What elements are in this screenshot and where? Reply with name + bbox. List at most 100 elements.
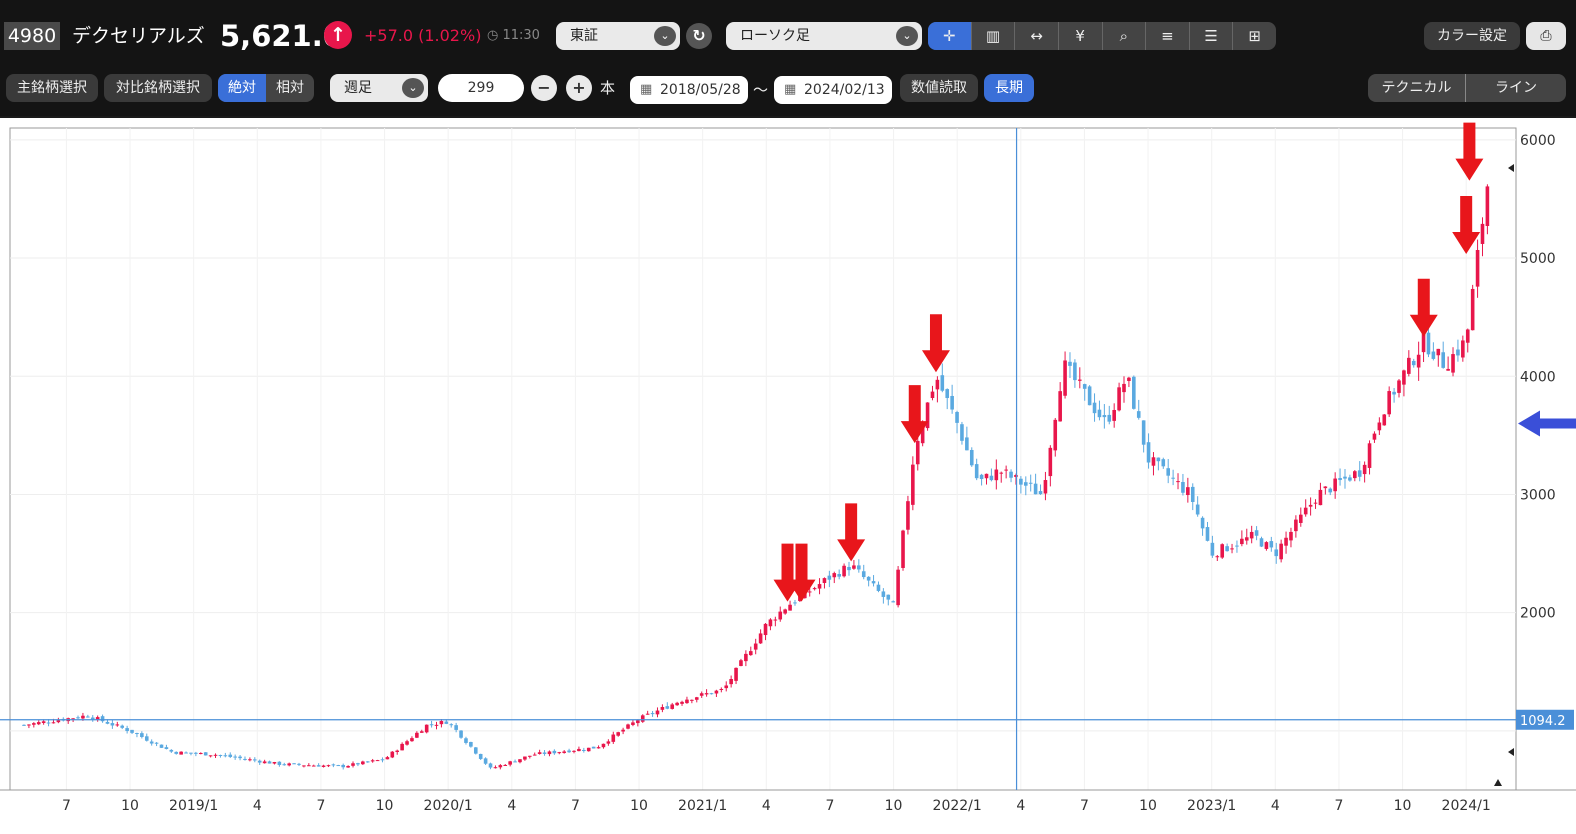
compare-select-button[interactable]: 対比銘柄選択	[104, 74, 212, 102]
x-tick-label: 7	[62, 798, 71, 814]
minus-icon[interactable]: −	[531, 75, 557, 101]
plot-area[interactable]	[9, 127, 1517, 791]
candle-body	[1318, 489, 1323, 506]
relative-tab[interactable]: 相対	[276, 80, 304, 96]
candle-body	[1019, 478, 1023, 485]
crosshair-icon[interactable]: ✛	[928, 22, 972, 50]
candle-body	[110, 723, 115, 726]
period-select[interactable]: 週足 ⌄	[330, 74, 428, 102]
scroll-up-icon[interactable]	[1494, 779, 1502, 786]
candle-body	[532, 754, 537, 756]
scroll-left-icon[interactable]	[1508, 164, 1514, 172]
plus-icon[interactable]: +	[566, 75, 592, 101]
candle-body	[626, 724, 630, 729]
candle-body	[1328, 488, 1333, 493]
candle-body	[1004, 469, 1008, 471]
candle-body	[326, 765, 331, 767]
refresh-icon[interactable]: ↻	[686, 23, 712, 49]
candle-body	[1151, 457, 1156, 466]
candle-body	[390, 751, 395, 758]
candle-body	[753, 643, 758, 650]
grid-icon[interactable]: ⊞	[1248, 27, 1261, 45]
candle-body	[537, 752, 542, 754]
technical-tab[interactable]: テクニカル	[1368, 74, 1466, 102]
zoom-icon[interactable]: ⌕	[1103, 22, 1147, 50]
candle-body	[1485, 186, 1490, 227]
candle-body	[601, 743, 606, 748]
x-tick-label: 10	[1139, 798, 1157, 814]
candle-body	[1456, 349, 1460, 356]
candle-body	[911, 464, 915, 505]
candle-body	[965, 437, 969, 451]
candle-body	[174, 751, 179, 754]
candle-body	[699, 693, 704, 696]
scroll-left-icon[interactable]	[1508, 748, 1514, 756]
y-tick-label: 5000	[1520, 251, 1556, 267]
x-tick-label: 10	[885, 798, 903, 814]
candle-body	[881, 591, 886, 597]
read-values-button[interactable]: 数値読取	[900, 74, 978, 102]
detail-icon[interactable]: ☰	[1190, 22, 1234, 50]
candle-body	[159, 744, 164, 748]
line-tab[interactable]: ライン	[1495, 80, 1537, 96]
candle-body	[1171, 477, 1175, 479]
candle-body	[1190, 486, 1195, 502]
chart-panel[interactable]: 6000 5000 4000 3000 2000 7 10 2019/1 4 7 10 2020/1 4…	[0, 118, 1576, 834]
candle-body	[356, 763, 360, 765]
candle-body	[508, 761, 512, 765]
candle-body	[1397, 380, 1401, 393]
candle-body	[650, 713, 655, 715]
color-settings-button[interactable]: カラー設定	[1424, 22, 1520, 50]
candle-body	[1220, 544, 1225, 558]
candle-body	[140, 733, 144, 737]
candle-body	[351, 763, 355, 766]
top-toolbar: 4980 デクセリアルズ 5,621.0 ↑ +57.0 (1.02%) ◷ 1…	[0, 0, 1576, 116]
candle-body	[203, 752, 208, 756]
range-icon[interactable]: ↔	[1015, 22, 1059, 50]
candle-body	[567, 750, 571, 753]
red-down-arrow-marker	[1455, 122, 1484, 181]
candle-body	[46, 722, 51, 724]
candle-body	[1225, 546, 1229, 552]
candle-body	[130, 729, 134, 733]
candle-body	[267, 761, 272, 764]
candle-body	[1215, 556, 1220, 558]
indicator-icon[interactable]: ≡	[1146, 22, 1190, 50]
candle-body	[636, 720, 640, 724]
candle-body	[248, 759, 252, 761]
candle-body	[1259, 538, 1264, 547]
candle-body	[935, 379, 940, 390]
candle-body	[1372, 433, 1377, 440]
candle-body	[1244, 537, 1249, 541]
date-to-input[interactable]: ▦ 2024/02/13	[774, 76, 892, 104]
x-tick-label: 10	[376, 798, 394, 814]
yen-icon[interactable]: ¥	[1059, 22, 1103, 50]
main-select-button[interactable]: 主銘柄選択	[6, 74, 98, 102]
candle-body	[1348, 477, 1352, 481]
date-from-input[interactable]: ▦ 2018/05/28	[630, 76, 748, 104]
candle-body	[1092, 402, 1097, 414]
absolute-tab[interactable]: 絶対	[218, 74, 266, 102]
candle-body	[277, 761, 282, 765]
long-term-button[interactable]: 長期	[984, 74, 1034, 102]
volume-bars-icon[interactable]: ▥	[972, 22, 1016, 50]
chart-style-select[interactable]: ローソク足 ⌄	[726, 22, 922, 50]
candle-body	[257, 760, 262, 763]
candle-body	[871, 581, 876, 584]
candle-body	[960, 424, 964, 441]
candlestick-chart[interactable]: 6000 5000 4000 3000 2000 7 10 2019/1 4 7 10 2020/1 4…	[0, 118, 1576, 834]
candle-body	[901, 530, 905, 568]
print-icon[interactable]: ⎙	[1526, 22, 1566, 50]
candle-body	[783, 609, 787, 614]
candle-body	[208, 755, 213, 757]
candle-body	[233, 756, 237, 758]
market-select[interactable]: 東証 ⌄	[556, 22, 680, 50]
candle-body	[1073, 362, 1077, 381]
candle-body	[1107, 414, 1112, 422]
candle-body	[189, 752, 193, 754]
candle-body	[1269, 541, 1274, 548]
candle-body	[361, 761, 365, 765]
bar-count-input[interactable]: 299	[438, 74, 524, 102]
market-value: 東証	[570, 28, 598, 44]
stock-code[interactable]: 4980	[4, 22, 60, 50]
